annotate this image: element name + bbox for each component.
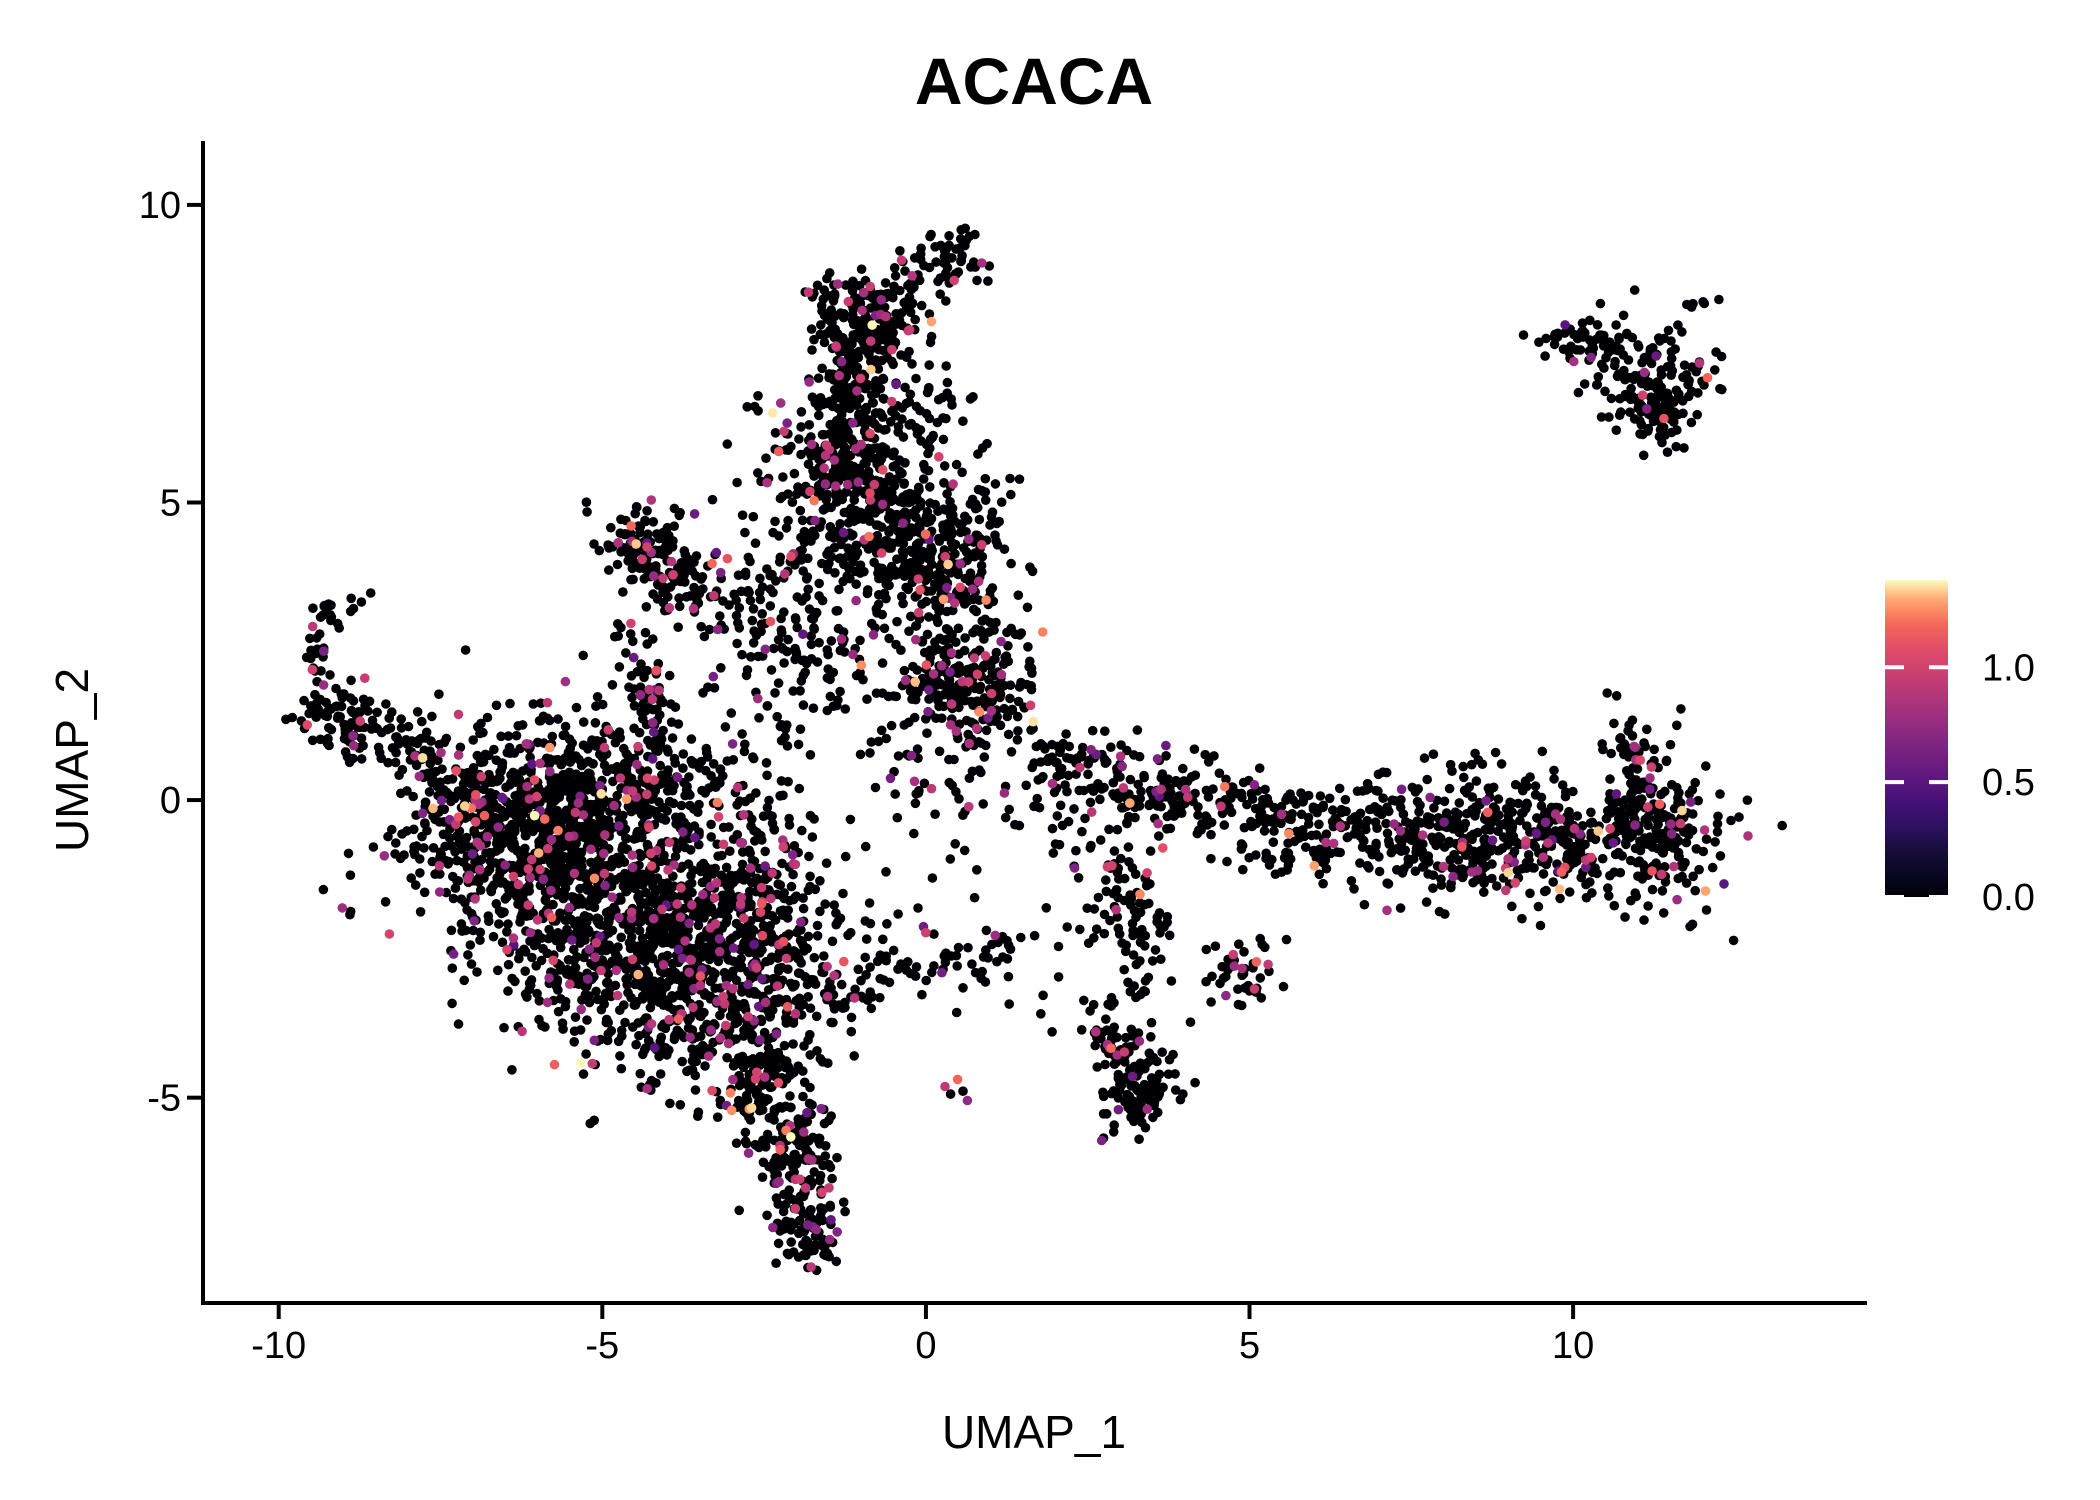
x-tick-label: -5 [585,1325,619,1367]
x-tick-label: 10 [1552,1325,1594,1367]
colorbar-tick-label: 0.5 [1982,762,2035,804]
y-tick-label: 0 [160,780,181,822]
x-tick-label: -10 [251,1325,306,1367]
y-tick-label: 10 [139,185,181,227]
y-axis-label: UMAP_2 [46,668,98,852]
colorbar-tick-label: 0.0 [1982,877,2035,919]
x-axis-label: UMAP_1 [942,1406,1126,1458]
plot-title: ACACA [915,44,1153,118]
axes: -10 -5 0 5 10 -5 0 5 10 [139,141,1867,1367]
x-tick-label: 0 [915,1325,936,1367]
colorbar-gradient [1885,580,1948,897]
colorbar-labels: 1.0 0.5 0.0 [1982,647,2035,919]
expression-colorbar: 1.0 0.5 0.0 [1885,580,2035,919]
x-tick-label: 5 [1239,1325,1260,1367]
y-tick-label: 5 [160,482,181,524]
colorbar-ticks [1885,665,1948,899]
scatter-points [281,223,1787,1276]
y-tick-label: -5 [147,1078,181,1120]
colorbar-tick-label: 1.0 [1982,647,2035,689]
